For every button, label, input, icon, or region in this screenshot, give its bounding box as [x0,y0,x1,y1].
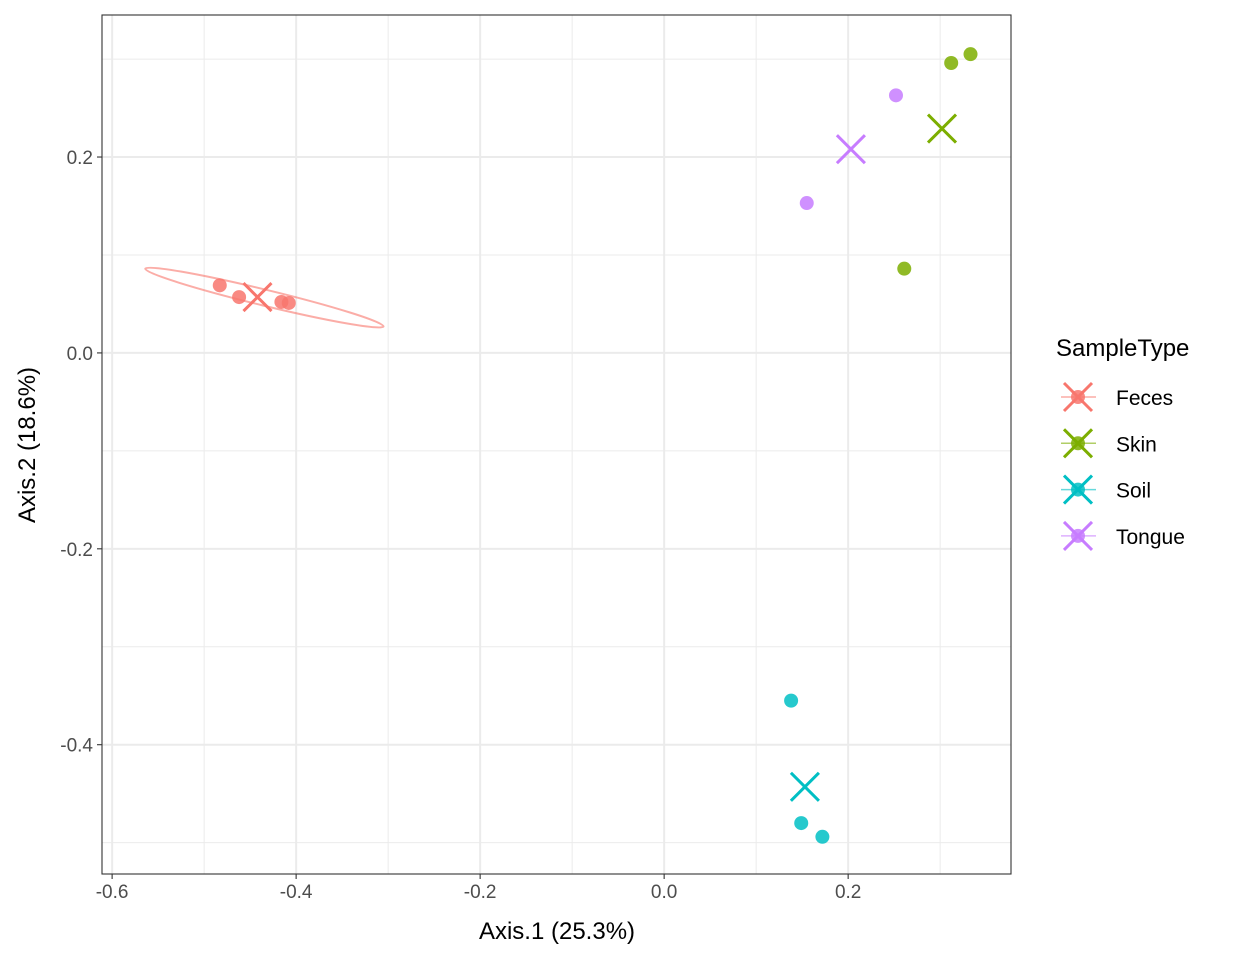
data-points [212,47,978,844]
cross-stroke [1062,428,1094,459]
plot-panel-border [101,14,1012,875]
cross-stroke [242,282,273,313]
cross-stroke [1062,381,1094,413]
y-tick-label: 0.0 [67,344,93,365]
skin-point [897,261,912,276]
legend-label-skin: Skin [1116,433,1157,456]
x-tick-label: -0.6 [96,882,129,903]
legend-key-soil [1061,474,1096,505]
y-tick-label: 0.2 [67,148,93,169]
soil-centroid [789,771,820,802]
tongue-point [799,196,814,211]
x-axis-label: Axis.1 (25.3%) [479,918,635,945]
legend-cross-icon [1062,474,1094,505]
legend-label-soil: Soil [1116,480,1151,503]
tongue-centroid [835,134,866,165]
legend-key-skin [1061,428,1096,459]
legend: SampleType Feces Skin Soil Tongue [1056,335,1189,551]
skin-point [944,55,959,70]
cross-stroke [1062,474,1094,505]
feces-point [232,290,247,305]
feces-centroid [242,282,273,313]
skin-point [963,47,978,62]
legend-key-feces [1061,381,1096,413]
x-tick-label: -0.2 [464,882,497,903]
feces-point [212,278,227,293]
cross-stroke [835,134,866,165]
soil-point [815,829,830,844]
skin-centroid [926,113,958,144]
feces-point [281,295,296,310]
legend-key-tongue [1061,520,1096,551]
soil-point [794,816,809,831]
x-tick-label: 0.2 [835,882,861,903]
centroids [242,113,958,802]
cross-stroke [1062,520,1094,551]
legend-title: SampleType [1056,335,1189,362]
legend-cross-icon [1062,381,1094,413]
grid-lines [102,15,1011,874]
legend-label-feces: Feces [1116,387,1173,410]
tongue-point [888,88,903,103]
y-tick-label: -0.2 [60,540,93,561]
axes: -0.6 -0.4 -0.2 0.0 0.2 0.2 0.0 -0.2 -0.4 [60,148,861,903]
soil-point [784,693,799,708]
cross-stroke [789,771,820,802]
legend-cross-icon [1062,520,1094,551]
cross-stroke [926,113,958,144]
y-tick-label: -0.4 [60,736,93,757]
y-axis-label: Axis.2 (18.6%) [14,367,41,523]
x-tick-label: -0.4 [280,882,313,903]
x-tick-label: 0.0 [651,882,677,903]
legend-label-tongue: Tongue [1116,526,1185,549]
legend-cross-icon [1062,428,1094,459]
